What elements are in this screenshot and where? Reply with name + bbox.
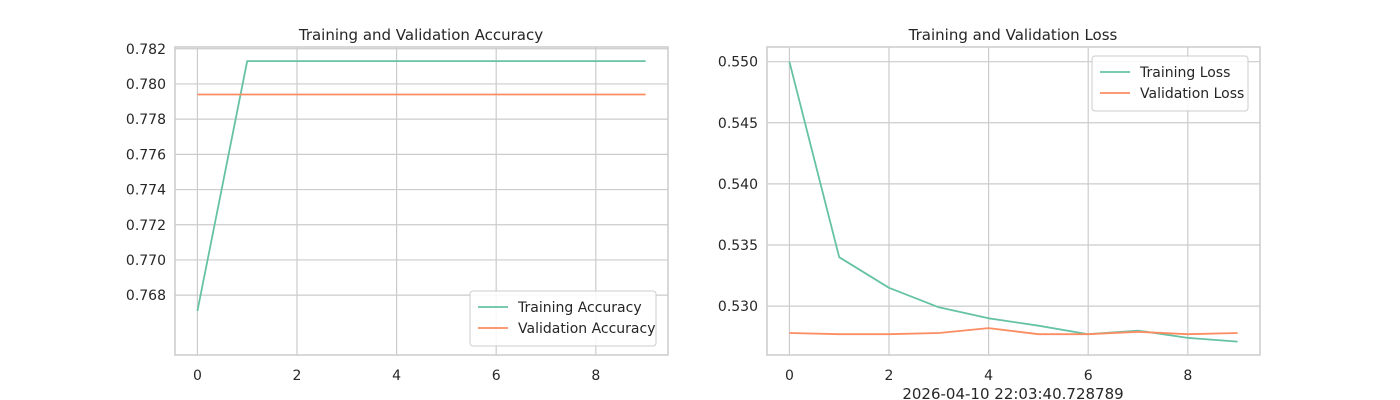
- accuracy-plot-frame: [174, 46, 669, 356]
- accuracy-y-tick-label: 0.772: [126, 218, 166, 234]
- loss-plot-frame: [766, 46, 1261, 356]
- loss-x-tick-label: 0: [785, 368, 794, 384]
- accuracy-legend-box: [469, 290, 657, 347]
- loss-x-tick-label: 4: [984, 368, 993, 384]
- accuracy-chart: Training and Validation Accuracy 0 2 4 6 8 0.…: [126, 26, 669, 384]
- accuracy-y-tick-label: 0.782: [126, 42, 166, 58]
- accuracy-legend-label-0: Training Accuracy: [517, 300, 642, 316]
- accuracy-y-tick-label: 0.774: [126, 183, 166, 199]
- accuracy-series-line-0: [196, 60, 646, 312]
- accuracy-legend-label-1: Validation Accuracy: [518, 321, 656, 337]
- accuracy-y-tick-label: 0.780: [126, 77, 166, 93]
- accuracy-x-tick-label: 4: [392, 368, 401, 384]
- loss-y-tick-label: 0.535: [718, 238, 758, 254]
- loss-chart: Training and Validation Loss 2026-04-10 …: [718, 26, 1261, 400]
- loss-y-tick-label: 0.540: [718, 177, 758, 193]
- loss-y-tick-label: 0.530: [718, 299, 758, 315]
- loss-legend-label-0: Training Loss: [1139, 65, 1230, 81]
- loss-chart-title: Training and Validation Loss: [908, 26, 1118, 44]
- loss-legend-label-1: Validation Loss: [1140, 86, 1244, 102]
- loss-y-tick-label: 0.545: [718, 116, 758, 132]
- loss-x-tick-label: 2: [885, 368, 894, 384]
- accuracy-y-tick-label: 0.768: [126, 288, 166, 304]
- accuracy-y-tick-label: 0.778: [126, 112, 166, 128]
- accuracy-chart-title: Training and Validation Accuracy: [298, 26, 543, 44]
- accuracy-x-tick-label: 0: [193, 368, 202, 384]
- loss-legend-box: [1091, 55, 1249, 112]
- accuracy-x-tick-label: 2: [293, 368, 302, 384]
- accuracy-y-tick-label: 0.776: [126, 147, 166, 163]
- loss-x-tick-label: 6: [1084, 368, 1093, 384]
- loss-y-tick-label: 0.550: [718, 55, 758, 71]
- loss-series-line-0: [788, 61, 1238, 343]
- accuracy-y-tick-label: 0.770: [126, 253, 166, 269]
- loss-series-line-1: [789, 327, 1238, 336]
- timestamp-label: 2026-04-10 22:03:40.728789: [902, 385, 1123, 400]
- accuracy-x-tick-label: 6: [492, 368, 501, 384]
- accuracy-x-tick-label: 8: [591, 368, 600, 384]
- loss-x-tick-label: 8: [1183, 368, 1192, 384]
